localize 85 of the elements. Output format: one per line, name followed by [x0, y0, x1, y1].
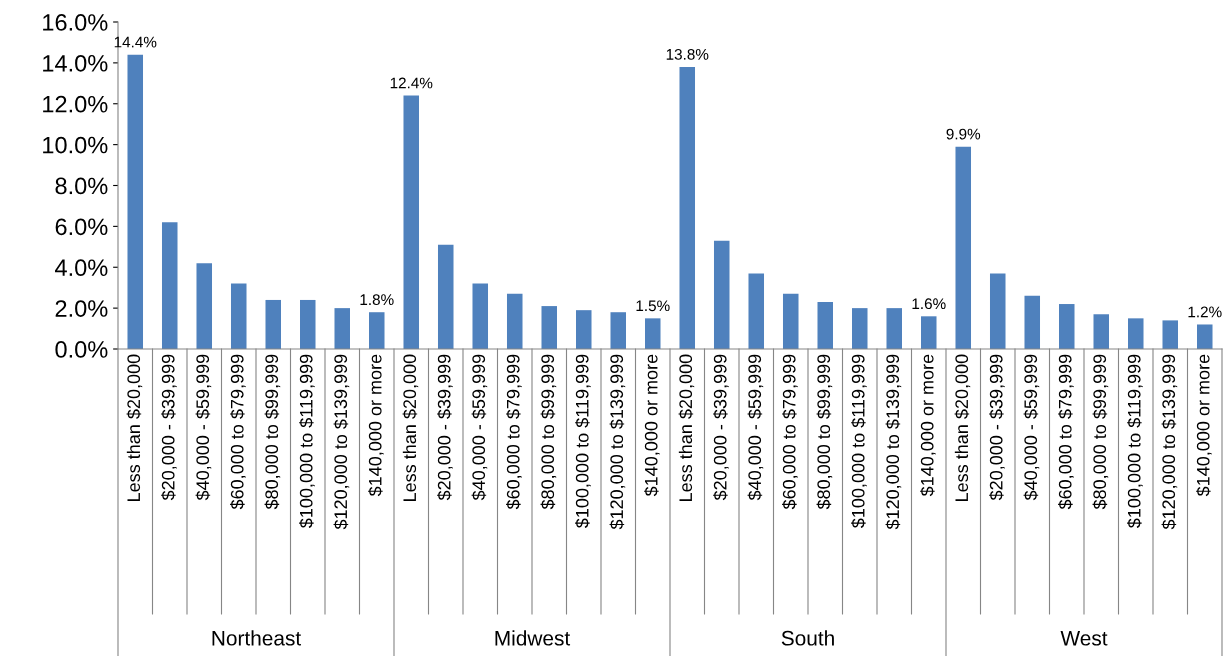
- data-label: 12.4%: [390, 77, 433, 89]
- y-tick-label: 2.0%: [55, 300, 108, 317]
- bar: [1058, 304, 1075, 349]
- data-label: 9.9%: [946, 128, 981, 140]
- bar: [782, 293, 799, 349]
- bar: [920, 316, 937, 349]
- x-tick-label: $120,000 to $139,999: [1161, 354, 1178, 530]
- text: Midwest: [495, 630, 571, 646]
- x-tick-label: $20,000 - $39,999: [161, 354, 177, 501]
- x-tick-label: $80,000 to $99,999: [816, 354, 833, 510]
- x-tick-label: $120,000 to $139,999: [885, 354, 902, 530]
- x-tick-label: $20,000 - $39,999: [989, 354, 1005, 501]
- bar: [403, 95, 420, 349]
- bar: [851, 308, 868, 349]
- x-tick-label: $20,000 - $39,999: [713, 354, 729, 501]
- bar: [161, 222, 178, 349]
- bar: [472, 283, 489, 349]
- data-label: 1.6%: [912, 298, 946, 310]
- x-tick-label: $120,000 to $139,999: [333, 354, 350, 530]
- data-label: 1.8%: [360, 294, 394, 306]
- bar: [1196, 324, 1213, 349]
- x-tick-label: $60,000 to $79,999: [506, 354, 522, 510]
- bar: [748, 273, 765, 349]
- bar: [713, 240, 730, 349]
- bar: [541, 306, 558, 349]
- bar: [610, 312, 627, 349]
- x-tick-label: Less than $20,000: [678, 354, 695, 501]
- y-tick-label: 10.0%: [43, 136, 108, 154]
- bar: [334, 308, 351, 349]
- bar: [817, 301, 834, 349]
- bar: [575, 310, 592, 349]
- x-tick-label: $40,000 - $59,999: [195, 354, 212, 501]
- data-label: 14.4%: [114, 36, 157, 48]
- bar: [955, 146, 972, 349]
- x-tick-label: $140,000 or more: [1196, 354, 1212, 497]
- bar: [506, 293, 523, 349]
- bar: [989, 273, 1006, 349]
- x-tick-label: Less than $20,000: [402, 354, 419, 501]
- x-tick-label: $100,000 to $119,999: [299, 354, 315, 529]
- bar: [1093, 314, 1110, 349]
- bar: [1162, 320, 1179, 349]
- x-tick-label: $100,000 to $119,999: [1127, 354, 1143, 529]
- x-tick-label: $120,000 to $139,999: [609, 354, 626, 530]
- x-tick-label: $80,000 to $99,999: [540, 354, 557, 510]
- bar: [437, 244, 454, 349]
- x-tick-label: $40,000 - $59,999: [471, 354, 488, 501]
- y-tick-label: 8.0%: [55, 177, 108, 195]
- x-tick-label: $140,000 or more: [368, 354, 384, 497]
- x-tick-label: $60,000 to $79,999: [782, 354, 798, 510]
- x-tick-label: $140,000 or more: [644, 354, 660, 497]
- x-tick-label: $40,000 - $59,999: [747, 354, 764, 501]
- bar: [265, 299, 282, 349]
- bar: [1127, 318, 1144, 349]
- data-label: 1.5%: [636, 300, 670, 312]
- x-tick-label: $100,000 to $119,999: [575, 354, 591, 529]
- y-tick-label: 14.0%: [43, 54, 108, 72]
- bar: [644, 318, 661, 349]
- y-tick-label: 16.0%: [43, 14, 108, 31]
- bar: [368, 312, 385, 349]
- bar: [196, 263, 213, 349]
- x-tick-label: $100,000 to $119,999: [851, 354, 867, 529]
- x-tick-label: $20,000 - $39,999: [437, 354, 453, 501]
- x-tick-label: Less than $20,000: [126, 354, 143, 501]
- bar: [1024, 295, 1041, 349]
- x-tick-label: $80,000 to $99,999: [264, 354, 281, 510]
- bar: [679, 66, 696, 349]
- x-tick-label: $60,000 to $79,999: [230, 354, 246, 510]
- x-tick-label: $140,000 or more: [920, 354, 936, 497]
- x-tick-label: $80,000 to $99,999: [1092, 354, 1109, 510]
- bar: [886, 308, 903, 349]
- data-label: 13.8%: [666, 48, 709, 60]
- bar: [127, 54, 144, 349]
- data-label: 1.2%: [1188, 306, 1222, 318]
- bar: [299, 299, 316, 349]
- y-tick-label: 12.0%: [43, 95, 108, 113]
- text: Northeast: [212, 630, 302, 646]
- text: West: [1060, 631, 1108, 646]
- y-tick-label: 6.0%: [55, 218, 108, 236]
- y-tick-label: 0.0%: [55, 341, 108, 358]
- x-tick-label: Less than $20,000: [954, 354, 971, 501]
- x-tick-label: $40,000 - $59,999: [1023, 354, 1040, 501]
- text: South: [781, 630, 834, 646]
- y-tick-label: 4.0%: [55, 259, 108, 277]
- bar: [230, 283, 247, 349]
- x-tick-label: $60,000 to $79,999: [1058, 354, 1074, 510]
